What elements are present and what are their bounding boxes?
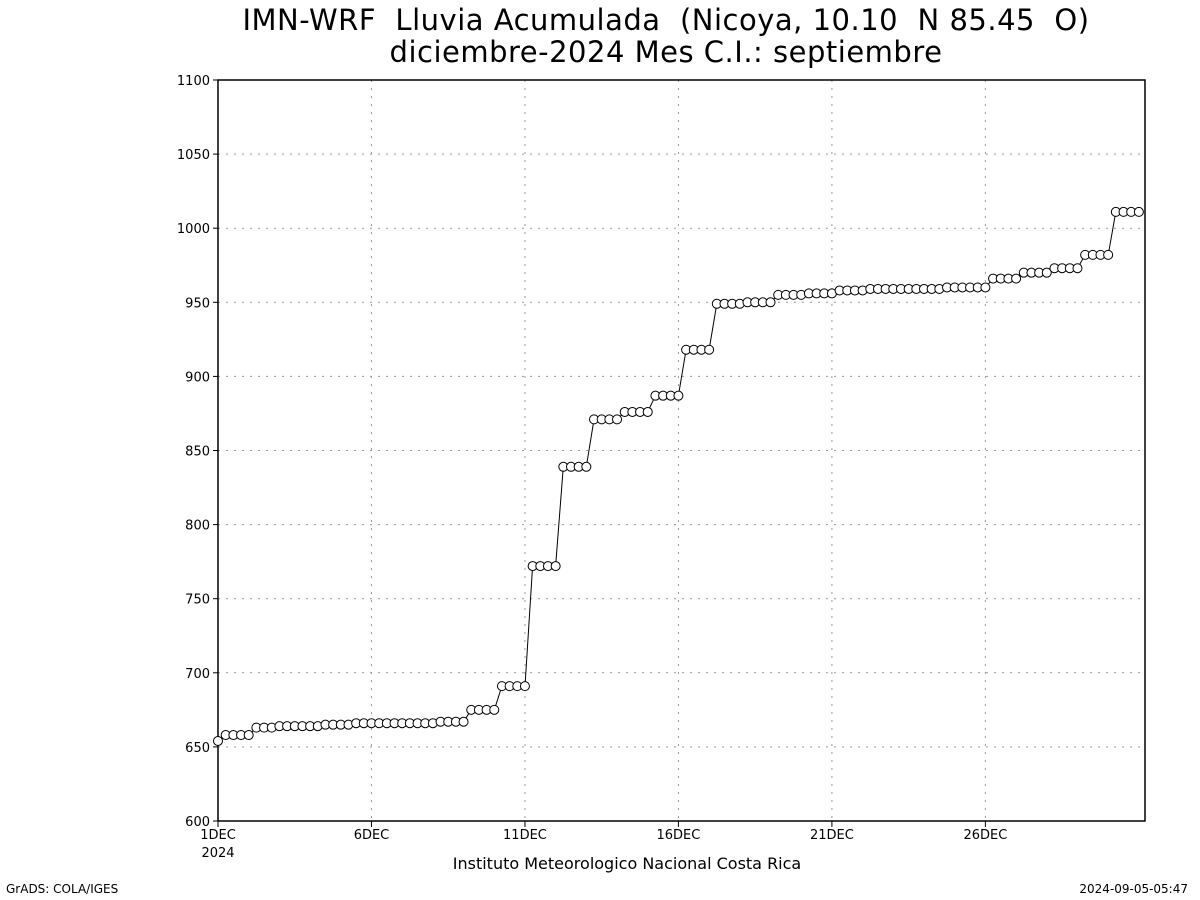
rainfall-point bbox=[673, 390, 684, 401]
chart-title-line-1: IMN-WRF Lluvia Acumulada (Nicoya, 10.10 … bbox=[242, 3, 1090, 37]
x-tick-label: 21DEC bbox=[810, 828, 854, 843]
rainfall-point bbox=[704, 344, 715, 355]
rainfall-point bbox=[980, 282, 991, 293]
rainfall-point bbox=[1011, 273, 1022, 284]
y-tick-label: 750 bbox=[185, 593, 210, 608]
x-tick-sublabel: 2024 bbox=[201, 846, 234, 861]
y-tick-label: 950 bbox=[185, 296, 210, 311]
rainfall-point bbox=[243, 730, 254, 741]
y-tick-label: 800 bbox=[185, 519, 210, 534]
x-tick-label: 1DEC bbox=[200, 828, 236, 843]
rainfall-point bbox=[642, 406, 653, 417]
y-tick-label: 850 bbox=[185, 445, 210, 460]
x-tick-label: 11DEC bbox=[503, 828, 547, 843]
rainfall-point bbox=[581, 461, 592, 472]
y-tick-label: 1050 bbox=[177, 148, 210, 163]
y-tick-label: 1100 bbox=[177, 74, 210, 89]
rainfall-point bbox=[519, 681, 530, 692]
x-tick-label: 26DEC bbox=[963, 828, 1007, 843]
rainfall-point bbox=[550, 561, 561, 572]
rainfall-point bbox=[458, 716, 469, 727]
rainfall-point bbox=[213, 735, 223, 746]
rainfall-point bbox=[1072, 263, 1083, 274]
generation-timestamp: 2024-09-05-05:47 bbox=[1079, 882, 1188, 896]
x-axis-label: Instituto Meteorologico Nacional Costa R… bbox=[452, 854, 802, 873]
grads-credit: GrADS: COLA/IGES bbox=[6, 882, 119, 896]
plot-frame bbox=[217, 79, 1146, 822]
x-tick-label: 16DEC bbox=[657, 828, 701, 843]
y-tick-label: 700 bbox=[185, 667, 210, 682]
chart-title-line-2: diciembre-2024 Mes C.I.: septiembre bbox=[389, 35, 943, 69]
rainfall-point bbox=[1041, 267, 1052, 278]
y-tick-label: 900 bbox=[185, 370, 210, 385]
rainfall-line bbox=[217, 211, 1139, 742]
rainfall-point bbox=[1133, 206, 1144, 217]
rainfall-point bbox=[1103, 249, 1114, 260]
y-tick-label: 1000 bbox=[177, 222, 210, 237]
y-tick-label: 600 bbox=[185, 815, 210, 830]
rainfall-point bbox=[612, 414, 623, 425]
rainfall-point bbox=[489, 704, 500, 715]
x-tick-label: 6DEC bbox=[354, 828, 390, 843]
y-tick-label: 650 bbox=[185, 741, 210, 756]
rainfall-point bbox=[765, 297, 776, 308]
